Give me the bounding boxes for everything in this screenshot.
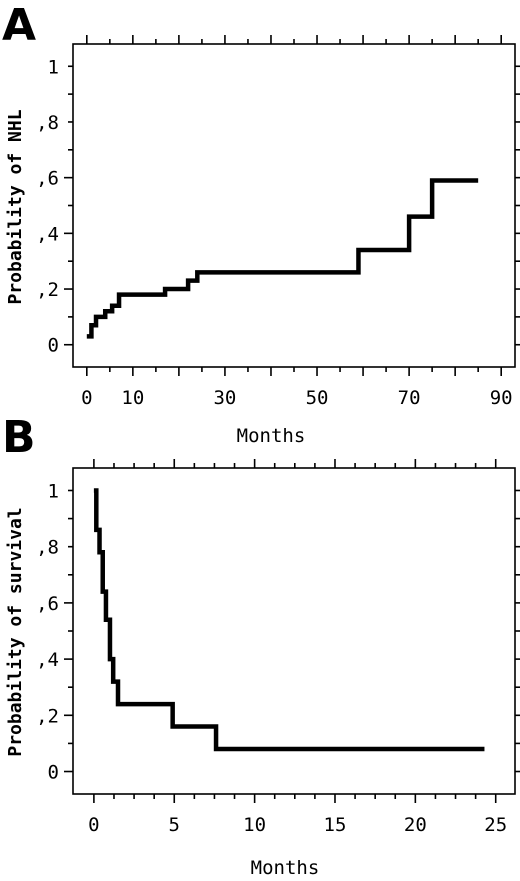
x-tick-label: 90 (490, 387, 513, 409)
panel-a-ylabel: Probability of NHL (5, 109, 26, 304)
panel-b-letter: B (2, 412, 36, 463)
x-tick-label: 30 (213, 387, 236, 409)
panel-b-frame (72, 467, 516, 795)
y-tick-label: ,4 (36, 223, 59, 245)
panel-a-letter: A (2, 0, 36, 51)
x-tick-label: 25 (484, 814, 507, 836)
y-tick-label: 0 (48, 762, 59, 784)
x-tick-label: 0 (81, 387, 92, 409)
panel-b-xlabel: Months (251, 857, 320, 879)
x-tick-label: 10 (243, 814, 266, 836)
panel-a-frame (72, 43, 516, 368)
panel-a-xlabel: Months (237, 425, 306, 447)
panel-b-xtick-labels: 0 5 10 15 20 25 (88, 814, 507, 836)
panel-b: B 0 5 10 15 20 25 0 ,2 ,4 ,6 ,8 1 Months Probabili… (2, 412, 520, 879)
x-tick-label: 10 (121, 387, 144, 409)
panel-b-series-line (93, 488, 485, 752)
panel-b-xticks (93, 459, 497, 803)
panel-b-ylabel: Probability of survival (5, 507, 26, 756)
x-tick-label: 20 (404, 814, 427, 836)
y-tick-label: ,4 (36, 649, 59, 671)
panel-a-xtick-labels: 0 10 30 50 70 90 (81, 387, 513, 409)
y-tick-label: 1 (48, 56, 59, 78)
y-tick-label: 0 (48, 335, 59, 357)
y-tick-label: ,6 (36, 593, 59, 615)
y-tick-label: ,2 (36, 705, 59, 727)
x-tick-label: 15 (324, 814, 347, 836)
panel-a-yticks (64, 65, 520, 346)
x-tick-label: 50 (306, 387, 329, 409)
y-tick-label: ,6 (36, 168, 59, 190)
panel-a-series-line (86, 178, 479, 339)
panel-b-ytick-labels: 0 ,2 ,4 ,6 ,8 1 (36, 480, 59, 783)
x-tick-label: 0 (88, 814, 99, 836)
y-tick-label: ,8 (36, 537, 59, 559)
panel-a: A 0 10 30 50 70 90 0 ,2 ,4 ,6 ,8 1 Months Probabil… (2, 0, 520, 447)
x-tick-label: 70 (398, 387, 421, 409)
y-tick-label: ,8 (36, 112, 59, 134)
panel-b-yticks (64, 489, 520, 773)
x-tick-label: 5 (169, 814, 180, 836)
panel-a-xticks (86, 35, 502, 376)
y-tick-label: 1 (48, 480, 59, 502)
panel-a-ytick-labels: 0 ,2 ,4 ,6 ,8 1 (36, 56, 59, 356)
y-tick-label: ,2 (36, 279, 59, 301)
